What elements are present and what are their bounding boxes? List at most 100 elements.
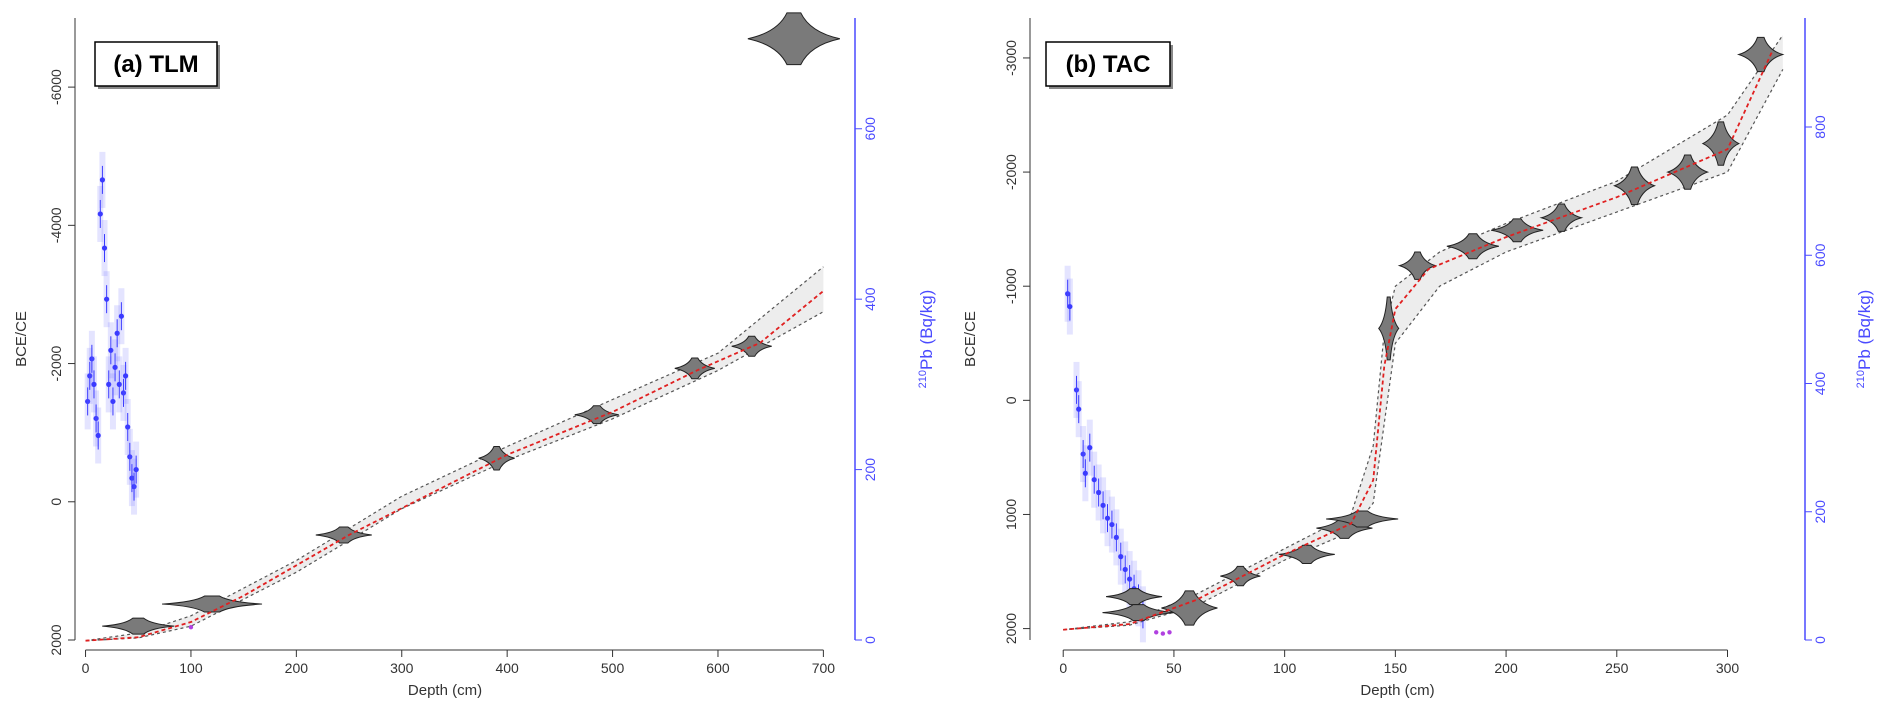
pb210-point xyxy=(131,484,137,490)
calibrated-date xyxy=(1316,517,1373,539)
x-tick-label: 50 xyxy=(1166,660,1182,676)
pb210-point xyxy=(101,245,108,251)
y-tick-label: -3000 xyxy=(1003,40,1019,76)
calibrated-date xyxy=(1701,121,1741,166)
x-tick-label: 100 xyxy=(1273,660,1297,676)
pb210-point xyxy=(120,390,127,396)
y2-axis-title-main: Pb (Bq/kg) xyxy=(917,290,936,370)
y2-tick-label: 200 xyxy=(862,458,878,482)
pb210-point xyxy=(1113,534,1119,541)
supported-pb-point xyxy=(188,625,194,630)
y2-axis-title: 210Pb (Bq/kg) xyxy=(1855,290,1874,389)
pb210-point xyxy=(1067,303,1073,310)
y-axis-title: BCE/CE xyxy=(13,311,30,367)
pb210-point xyxy=(1096,489,1102,496)
pb210-point xyxy=(104,296,110,302)
calibrated-date xyxy=(1491,218,1544,243)
panel-label-box xyxy=(94,41,218,87)
y2-axis-title-main: Pb (Bq/kg) xyxy=(1855,290,1874,370)
pb210-point xyxy=(91,381,97,387)
y-tick-label: 0 xyxy=(1003,396,1019,404)
pb210-point xyxy=(1127,576,1133,582)
y2-tick-label: 0 xyxy=(862,636,878,644)
calibrated-date xyxy=(478,445,515,471)
age-model-upper-bound xyxy=(1063,34,1784,631)
pb210-point xyxy=(89,356,95,362)
pb210-point xyxy=(99,177,106,183)
pb210-point xyxy=(108,347,114,353)
age-model-median xyxy=(1063,51,1773,631)
pb210-point xyxy=(1100,502,1106,508)
x-tick-label: 100 xyxy=(179,660,203,676)
pb210-point xyxy=(125,424,131,430)
supported-pb-point xyxy=(1160,631,1166,636)
y-tick-label: 1000 xyxy=(1003,499,1019,530)
pb210-point xyxy=(122,373,129,379)
pb210-point xyxy=(127,454,133,460)
x-tick-label: 0 xyxy=(1059,660,1067,676)
pb210-point xyxy=(95,432,101,439)
pb210-point xyxy=(1091,477,1097,483)
y2-axis-title-superscript: 210 xyxy=(1855,370,1867,388)
calibrated-date xyxy=(1106,588,1163,606)
x-tick-label: 200 xyxy=(1494,660,1518,676)
y2-tick-label: 400 xyxy=(1812,372,1828,396)
pb210-point xyxy=(1082,470,1088,476)
y2-tick-label: 600 xyxy=(1812,243,1828,267)
calibrated-date xyxy=(747,12,840,66)
age-model-lower-bound xyxy=(1063,69,1784,631)
pb210-point xyxy=(129,475,135,481)
calibrated-date xyxy=(1736,36,1785,73)
pb210-point xyxy=(93,415,99,422)
y2-tick-label: 600 xyxy=(862,117,878,141)
supported-pb-point xyxy=(1167,630,1172,635)
pb210-point xyxy=(1122,566,1128,573)
x-tick-label: 500 xyxy=(601,660,625,676)
y2-tick-label: 0 xyxy=(1812,636,1828,644)
calibrated-date xyxy=(1220,565,1261,587)
y-tick-label: -2000 xyxy=(1003,154,1019,190)
pb210-point xyxy=(114,330,120,336)
pb210-point xyxy=(110,398,116,405)
x-tick-label: 0 xyxy=(82,660,90,676)
pb210-point xyxy=(85,398,91,405)
pb210-point xyxy=(87,373,93,379)
x-tick-label: 300 xyxy=(1716,660,1740,676)
y-axis-title: BCE/CE xyxy=(962,311,979,367)
age-model-envelope xyxy=(85,266,824,641)
x-tick-label: 250 xyxy=(1605,660,1629,676)
y2-tick-label: 200 xyxy=(1812,500,1828,524)
pb210-point xyxy=(106,381,112,387)
pb210-point xyxy=(1065,291,1071,297)
calibrated-date xyxy=(1161,590,1218,626)
panel-label: (a) TLM xyxy=(113,51,198,78)
pb210-point xyxy=(133,466,139,473)
pb210-point xyxy=(1073,387,1080,393)
y-tick-label: 2000 xyxy=(1003,613,1019,644)
calibrated-date xyxy=(315,526,372,544)
x-tick-label: 200 xyxy=(285,660,309,676)
y2-tick-label: 800 xyxy=(1812,115,1828,139)
pb210-point xyxy=(1104,515,1111,521)
pb210-point xyxy=(1109,521,1115,528)
y2-tick-label: 400 xyxy=(862,287,878,311)
calibrated-date xyxy=(102,617,175,635)
y2-axis-title: 210Pb (Bq/kg) xyxy=(917,290,936,389)
age-model-upper-bound xyxy=(85,266,824,642)
x-tick-label: 400 xyxy=(495,660,519,676)
pb210-point xyxy=(1118,554,1124,560)
panel-label-box xyxy=(1045,41,1171,87)
pb210-point xyxy=(1080,451,1086,457)
pb210-point xyxy=(1076,406,1082,412)
x-axis-title: Depth (cm) xyxy=(408,682,482,699)
y-tick-label: -1000 xyxy=(1003,268,1019,304)
x-tick-label: 150 xyxy=(1384,660,1408,676)
calibrated-date xyxy=(1666,154,1710,190)
pb210-point xyxy=(118,313,124,319)
panel-label: (b) TAC xyxy=(1066,51,1151,78)
y-tick-label: 2000 xyxy=(48,624,64,655)
pb210-point xyxy=(1087,445,1093,451)
calibrated-date xyxy=(1539,203,1584,232)
